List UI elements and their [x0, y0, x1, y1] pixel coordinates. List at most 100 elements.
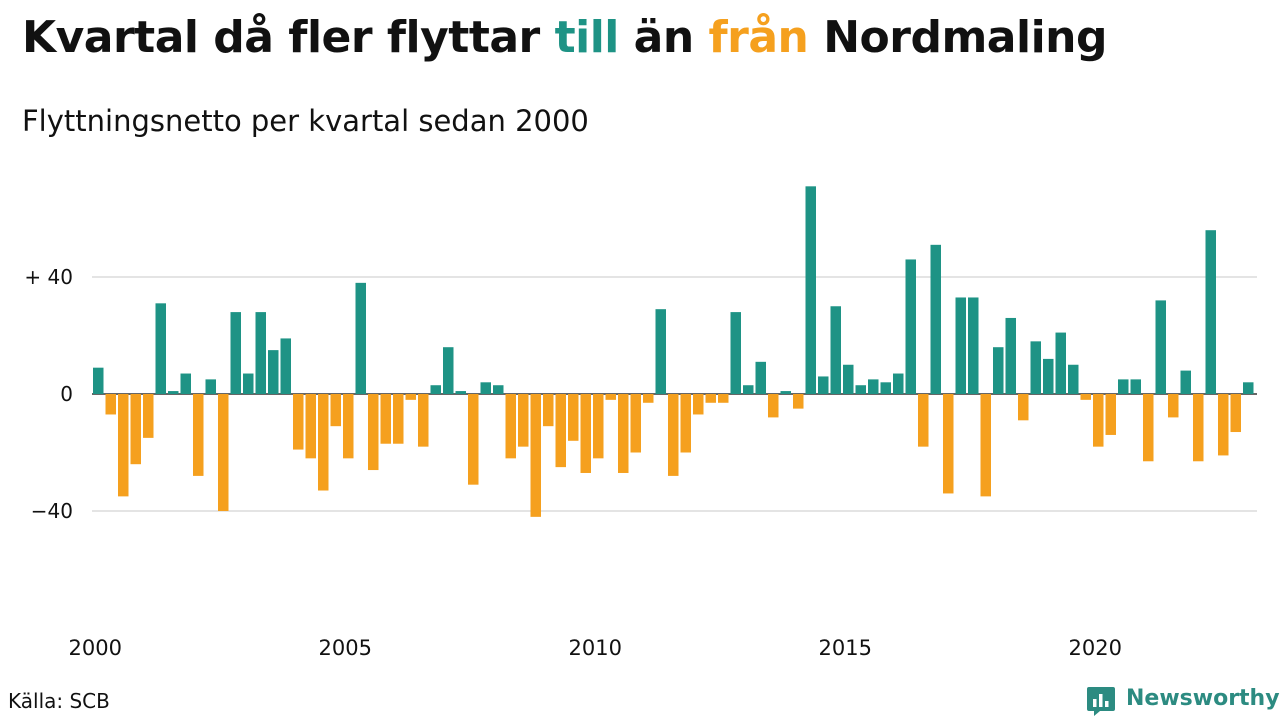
- bar: [1130, 379, 1141, 394]
- bar: [280, 338, 291, 394]
- bar: [793, 394, 804, 409]
- y-tick-label: + 40: [24, 265, 73, 289]
- bar: [1218, 394, 1229, 456]
- bar: [643, 394, 654, 403]
- bar: [330, 394, 341, 427]
- bar: [993, 347, 1004, 394]
- bar: [568, 394, 579, 441]
- bar: [118, 394, 129, 497]
- bar: [705, 394, 716, 403]
- bar: [380, 394, 391, 444]
- bar: [830, 306, 841, 394]
- bar: [980, 394, 991, 497]
- bar: [168, 391, 179, 394]
- bar: [243, 373, 254, 394]
- bar: [505, 394, 516, 459]
- bar: [855, 385, 866, 394]
- y-tick-label: 0: [60, 382, 73, 406]
- bar: [193, 394, 204, 476]
- bar: [205, 379, 216, 394]
- bar: [318, 394, 329, 491]
- bar: [780, 391, 791, 394]
- bar: [868, 379, 879, 394]
- bar: [255, 312, 266, 394]
- bar: [1055, 332, 1066, 394]
- bar: [730, 312, 741, 394]
- chart-title: Kvartal då fler flyttar till än från Nor…: [22, 12, 1107, 63]
- bar: [105, 394, 116, 415]
- title-word-in: till: [554, 12, 620, 63]
- bar: [630, 394, 641, 453]
- bar: [693, 394, 704, 415]
- y-tick-label: −40: [31, 499, 73, 523]
- bar: [93, 367, 104, 394]
- bar: [930, 244, 941, 394]
- bar: [668, 394, 679, 476]
- bar: [943, 394, 954, 494]
- bar: [555, 394, 566, 468]
- bar: [143, 394, 154, 438]
- bar: [755, 361, 766, 394]
- bar: [130, 394, 141, 465]
- bar: [368, 394, 379, 471]
- bar: [230, 312, 241, 394]
- bar: [418, 394, 429, 447]
- bar: [293, 394, 304, 450]
- x-tick-label: 2020: [1069, 636, 1122, 660]
- brand-name: Newsworthy: [1126, 686, 1280, 711]
- bar: [1205, 230, 1216, 394]
- x-tick-label: 2015: [819, 636, 872, 660]
- bar: [1018, 394, 1029, 421]
- bar: [530, 394, 541, 517]
- bar: [455, 391, 466, 394]
- bar: [155, 303, 166, 394]
- bar: [1105, 394, 1116, 435]
- x-tick-label: 2000: [69, 636, 122, 660]
- x-tick-label: 2005: [319, 636, 372, 660]
- bar: [805, 186, 816, 394]
- bar: [1243, 382, 1254, 394]
- bar: [268, 350, 279, 394]
- bar: [1193, 394, 1204, 462]
- bar: [1143, 394, 1154, 462]
- bar: [1118, 379, 1129, 394]
- bar: [218, 394, 229, 511]
- bar: [393, 394, 404, 444]
- bar: [355, 282, 366, 394]
- bar: [918, 394, 929, 447]
- title-before: Kvartal då fler flyttar: [22, 12, 555, 63]
- title-middle: än: [618, 12, 709, 63]
- bar: [893, 373, 904, 394]
- chart-subtitle: Flyttningsnetto per kvartal sedan 2000: [22, 104, 589, 138]
- bar: [543, 394, 554, 427]
- bar: [1080, 394, 1091, 400]
- bar: [768, 394, 779, 418]
- bar: [880, 382, 891, 394]
- bar: [493, 385, 504, 394]
- bar: [1180, 370, 1191, 394]
- x-tick-label: 2010: [569, 636, 622, 660]
- bar: [743, 385, 754, 394]
- bar: [618, 394, 629, 473]
- bar: [1068, 364, 1079, 394]
- bar: [718, 394, 729, 403]
- bar: [680, 394, 691, 453]
- bars: [93, 186, 1254, 517]
- bar: [443, 347, 454, 394]
- bar-chart: + 40 0 −40 2000 2005 2010 2015 2020: [24, 186, 1257, 660]
- bar: [305, 394, 316, 459]
- axes: + 40 0 −40 2000 2005 2010 2015 2020: [24, 265, 1122, 660]
- bar: [955, 297, 966, 394]
- bar: [655, 309, 666, 394]
- bar: [1030, 341, 1041, 394]
- title-after: Nordmaling: [808, 12, 1107, 63]
- source-note: Källa: SCB: [8, 689, 110, 713]
- bar: [343, 394, 354, 459]
- bar: [1230, 394, 1241, 433]
- bar: [1043, 358, 1054, 394]
- bar: [430, 385, 441, 394]
- bar: [180, 373, 191, 394]
- bar: [905, 259, 916, 394]
- bar: [843, 364, 854, 394]
- bar: [580, 394, 591, 473]
